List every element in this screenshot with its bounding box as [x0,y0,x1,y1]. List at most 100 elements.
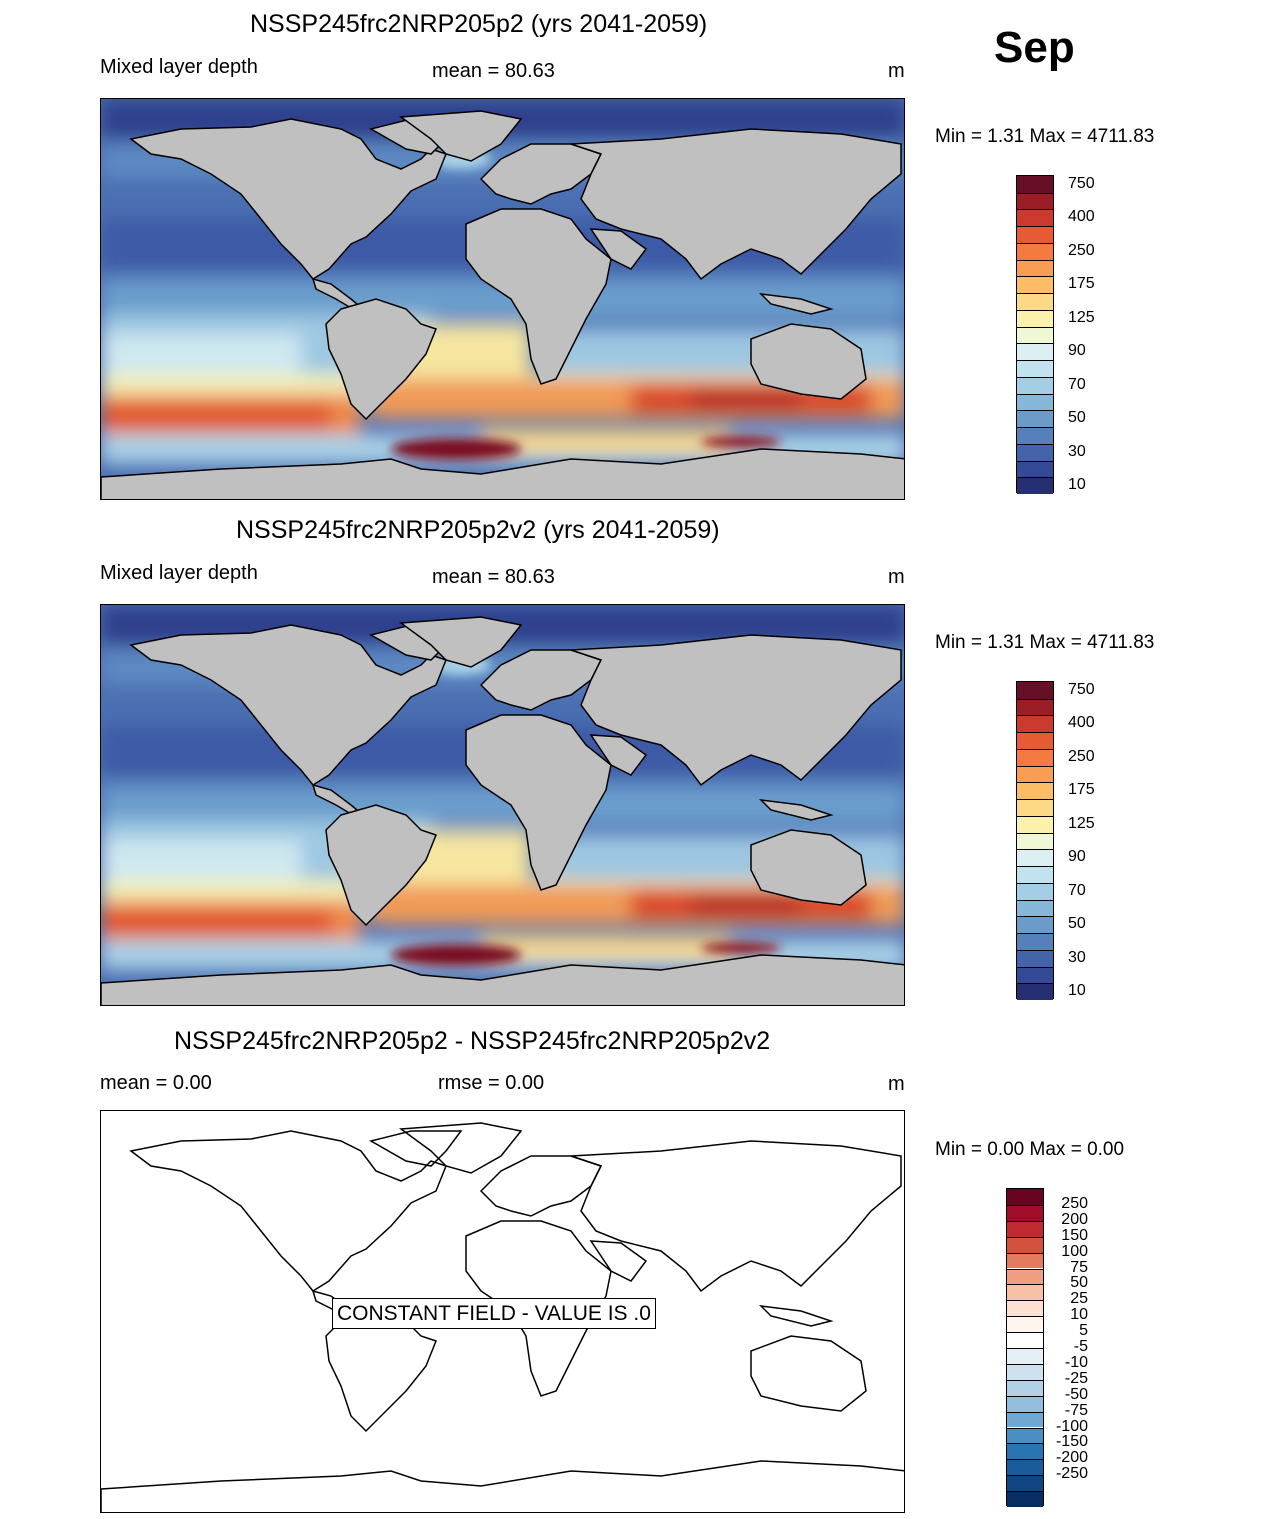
colorbar-cell [1017,815,1053,833]
colorbar-label: 175 [1068,781,1095,799]
colorbar-cell [1017,882,1053,900]
panel-1-map-svg [101,99,905,500]
colorbar-label: 50 [1068,915,1086,933]
colorbar-cell [1017,242,1053,260]
colorbar-cell [1007,1252,1043,1269]
colorbar-cell [1017,259,1053,277]
colorbar-cell [1017,209,1053,227]
colorbar-cell [1017,732,1053,749]
colorbar-cell [1017,410,1053,428]
colorbar-label: 150 [1061,1226,1088,1244]
colorbar-cell [1017,799,1053,816]
colorbar-label: 25 [1070,1290,1088,1308]
colorbar-cell [1007,1395,1043,1412]
colorbar-cell [1007,1348,1043,1364]
month-label: Sep [994,23,1075,72]
colorbar-cell [1017,393,1053,411]
colorbar-label: -25 [1064,1369,1088,1387]
colorbar-cell [1007,1443,1043,1460]
colorbar-cell [1017,715,1053,733]
colorbar-label: 250 [1068,241,1095,259]
colorbar-cell [1017,192,1053,210]
colorbar-label: 100 [1061,1242,1088,1260]
colorbar-label: 250 [1061,1194,1088,1212]
colorbar-label: 750 [1068,174,1095,192]
panel-2-map [100,604,905,1006]
colorbar-cell [1017,176,1053,193]
panel-2-title: NSSP245frc2NRP205p2v2 (yrs 2041-2059) [236,516,720,544]
colorbar-label: 50 [1070,1274,1088,1292]
colorbar-cell [1017,293,1053,310]
colorbar-label: -150 [1055,1433,1088,1451]
colorbar-cell [1017,682,1053,699]
panel-2-units-label: m [888,566,905,588]
colorbar-cell [1017,276,1053,294]
colorbar-label: 5 [1079,1322,1088,1340]
colorbar-cell [1017,343,1053,361]
colorbar-label: -75 [1064,1401,1088,1419]
constant-field-label: CONSTANT FIELD - VALUE IS .0 [332,1298,656,1330]
colorbar-cell [1007,1189,1043,1205]
panel-1-colorbar [1016,175,1054,494]
colorbar-cell [1017,899,1053,917]
panel-2-minmax: Min = 1.31 Max = 4711.83 [935,632,1155,653]
colorbar-label: 90 [1068,848,1086,866]
colorbar-cell [1007,1204,1043,1221]
colorbar-cell [1007,1379,1043,1396]
colorbar-cell [1007,1411,1043,1428]
colorbar-label: -10 [1064,1353,1088,1371]
panel-3-rmse-label: rmse = 0.00 [438,1072,545,1094]
colorbar-cell [1017,832,1053,850]
colorbar-cell [1017,983,1053,1000]
colorbar-cell [1007,1236,1043,1253]
panel-1-units-label: m [888,60,905,82]
panel-3-mean-label: mean = 0.00 [100,1072,212,1094]
panel-3-title: NSSP245frc2NRP205p2 - NSSP245frc2NRP205p… [174,1027,771,1055]
colorbar-label: 30 [1068,442,1086,460]
colorbar-label: 750 [1068,680,1095,698]
colorbar-label: 70 [1068,881,1086,899]
panel-1-title: NSSP245frc2NRP205p2 (yrs 2041-2059) [250,10,708,38]
colorbar-label: -50 [1064,1385,1088,1403]
panel-1-mean-label: mean = 80.63 [432,60,555,82]
colorbar-label: -200 [1055,1449,1088,1467]
colorbar-cell [1017,326,1053,344]
colorbar-label: -100 [1055,1417,1088,1435]
colorbar-cell [1017,748,1053,766]
colorbar-cell [1017,226,1053,243]
colorbar-label: 125 [1068,308,1095,326]
colorbar-cell [1017,477,1053,494]
colorbar-cell [1007,1427,1043,1444]
colorbar-cell [1017,916,1053,934]
panel-3-colorbar [1006,1188,1044,1507]
panel-2-map-svg [101,605,905,1006]
colorbar-cell [1017,782,1053,800]
panel-3-units-label: m [888,1073,905,1095]
colorbar-cell [1007,1459,1043,1476]
colorbar-cell [1017,443,1053,461]
colorbar-label: 125 [1068,814,1095,832]
colorbar-cell [1017,849,1053,867]
colorbar-cell [1017,460,1053,478]
colorbar-label: -5 [1073,1338,1088,1355]
colorbar-label: 175 [1068,275,1095,293]
panel-1-variable-label: Mixed layer depth [100,56,258,78]
panel-1-minmax: Min = 1.31 Max = 4711.83 [935,126,1155,147]
colorbar-label: 10 [1068,476,1086,493]
colorbar-cell [1017,933,1053,950]
colorbar-cell [1017,360,1053,377]
colorbar-cell [1007,1363,1043,1380]
colorbar-label: 400 [1068,208,1095,226]
colorbar-cell [1007,1316,1043,1333]
colorbar-label: 10 [1070,1306,1088,1324]
panel-2-colorbar [1016,681,1054,1000]
colorbar-label: 400 [1068,714,1095,732]
colorbar-cell [1007,1220,1043,1237]
panel-2-variable-label: Mixed layer depth [100,562,258,584]
colorbar-label: 90 [1068,342,1086,360]
colorbar-cell [1017,427,1053,444]
colorbar-label: 250 [1068,747,1095,765]
panel-1-map [100,98,905,500]
colorbar-cell [1017,309,1053,327]
colorbar-cell [1007,1268,1043,1285]
